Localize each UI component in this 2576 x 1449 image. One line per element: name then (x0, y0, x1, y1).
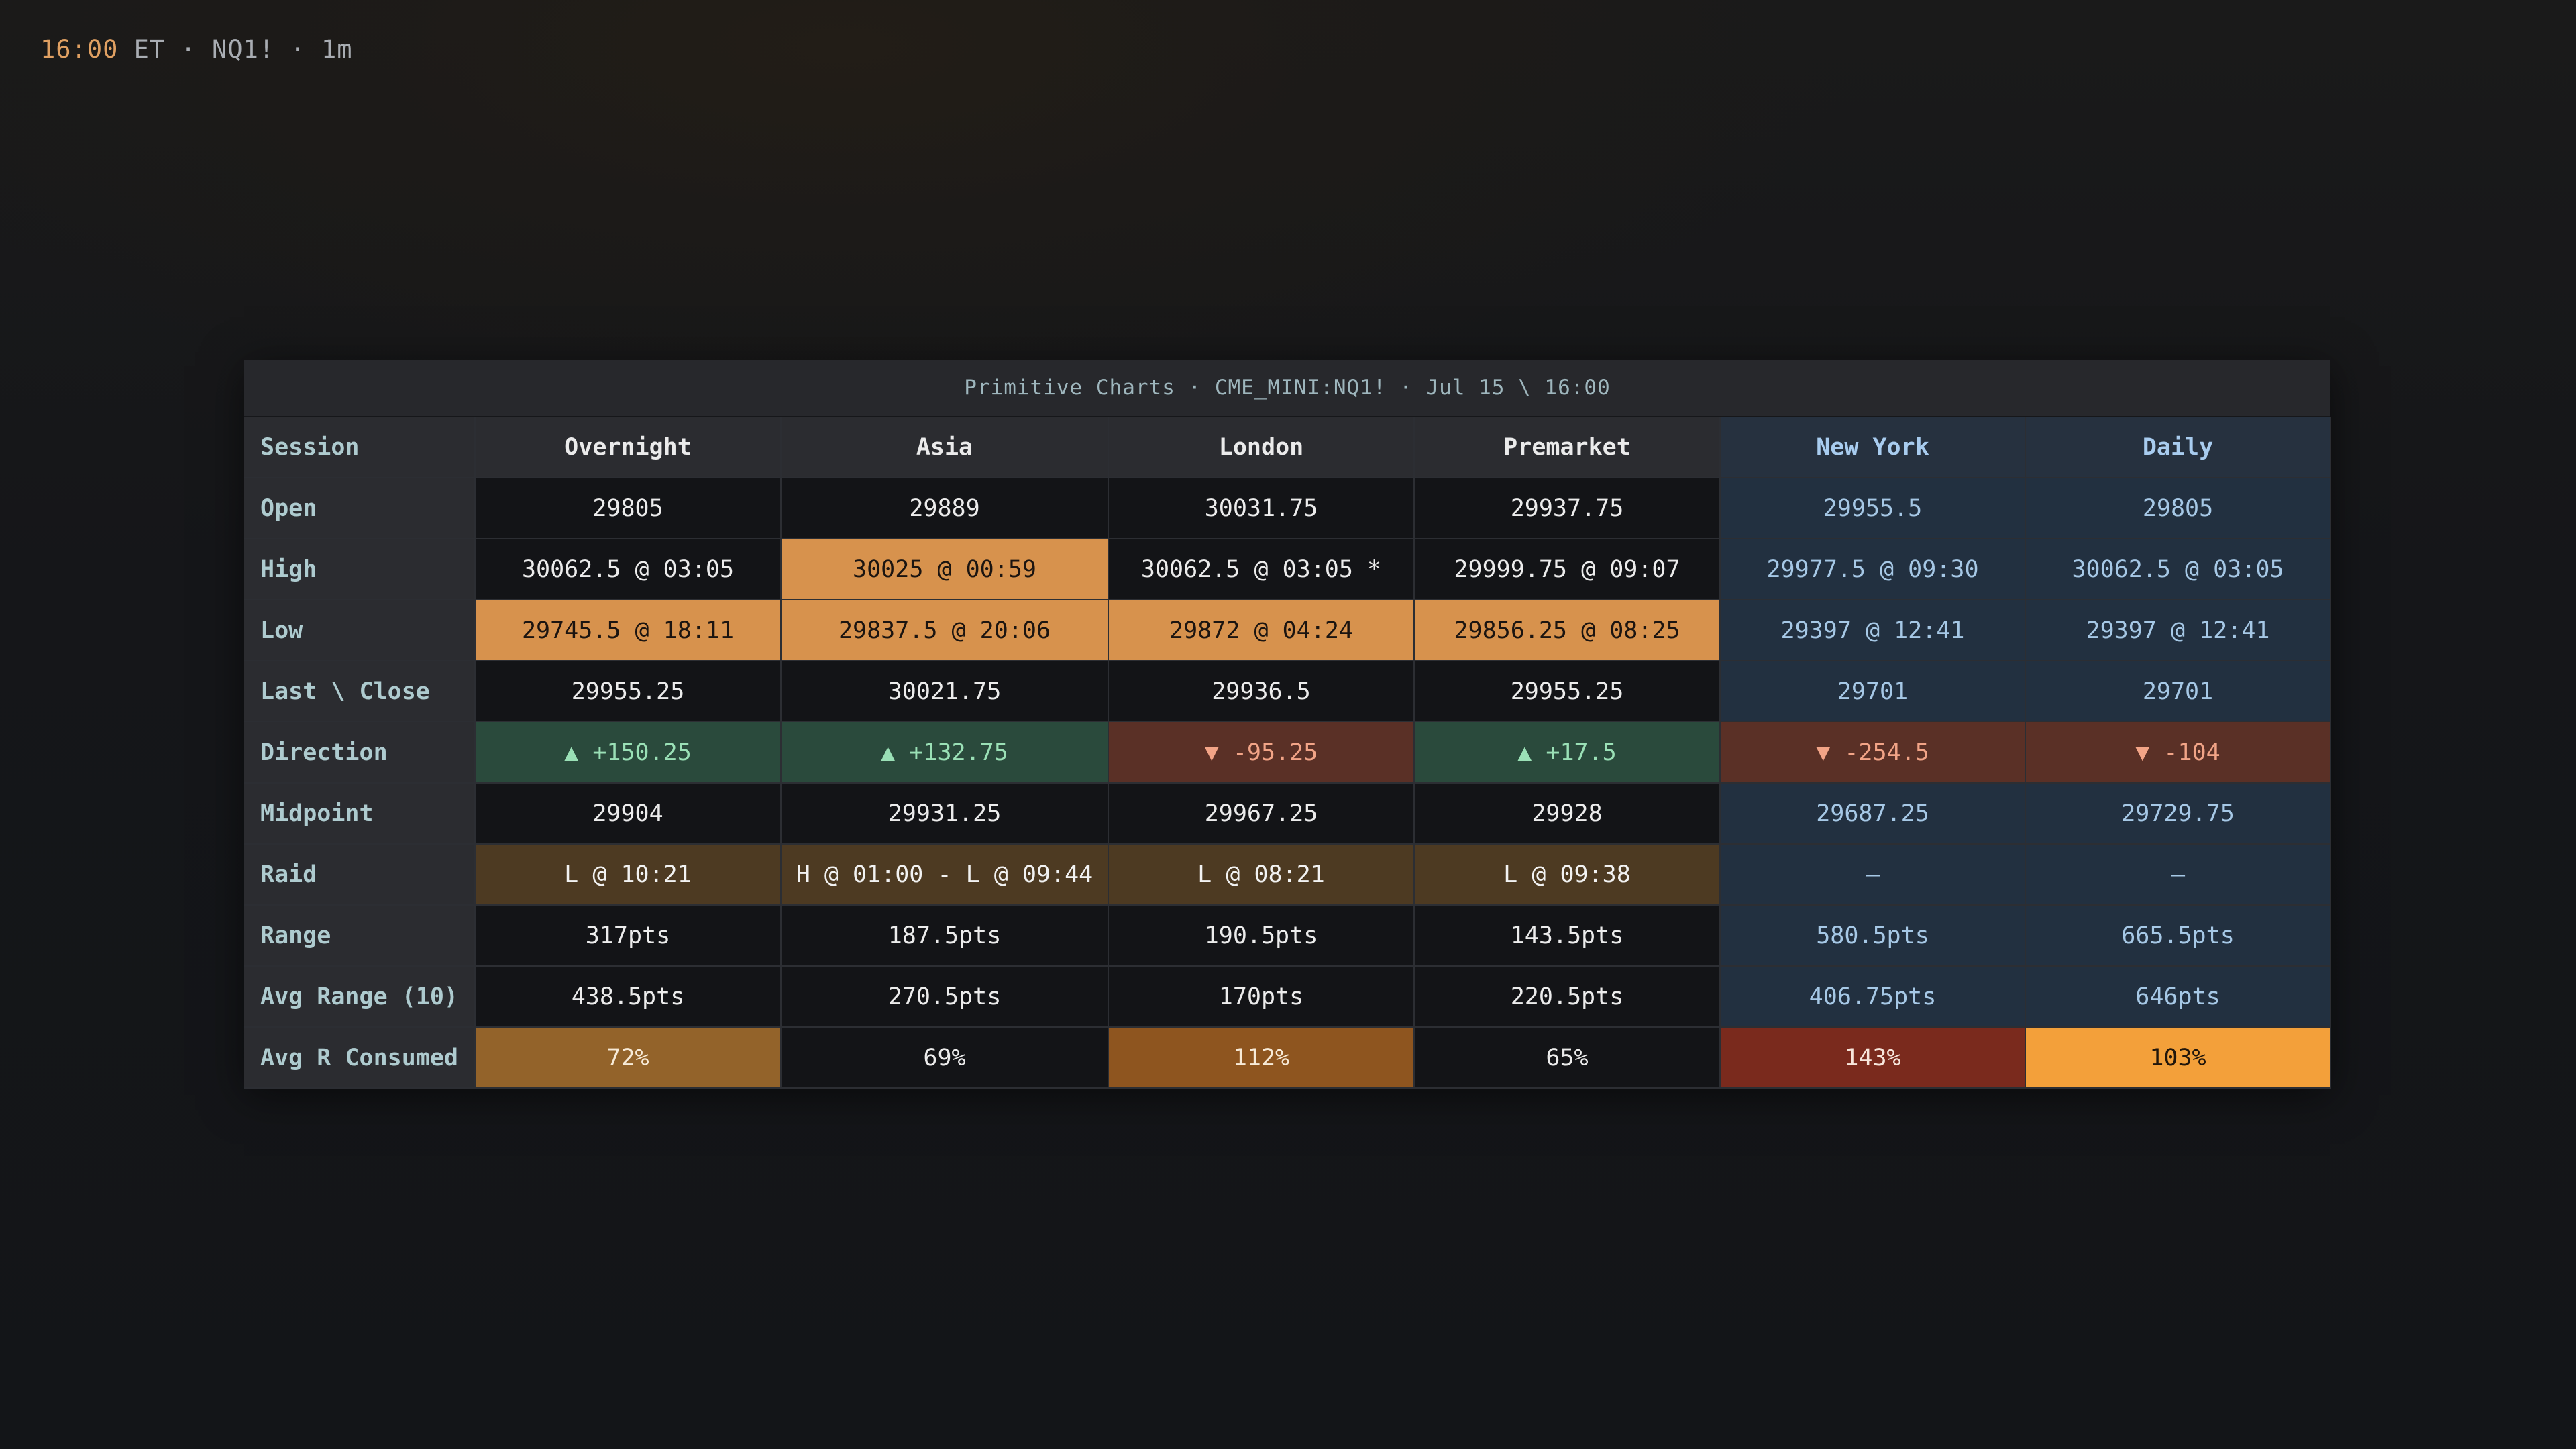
status-symbol-info: ET · NQ1! · 1m (118, 35, 353, 64)
row-label: Low (244, 600, 476, 661)
cell-raid-overnight: L @ 10:21 (475, 844, 782, 906)
cell-consumed-london: 112% (1108, 1027, 1415, 1089)
cell-last-close-new-york: 29701 (1720, 661, 2026, 722)
row-label: Avg R Consumed (244, 1027, 476, 1089)
row-avg-range: Avg Range (10) 438.5pts 270.5pts 170pts … (244, 966, 2331, 1028)
cell-raid-premarket: L @ 09:38 (1414, 844, 1721, 906)
cell-open-overnight: 29805 (475, 478, 782, 539)
cell-avg-range-asia: 270.5pts (781, 966, 1109, 1028)
cell-range-london: 190.5pts (1108, 905, 1415, 967)
row-midpoint: Midpoint 29904 29931.25 29967.25 29928 2… (244, 783, 2331, 845)
header-asia: Asia (781, 417, 1109, 478)
header-premarket: Premarket (1414, 417, 1721, 478)
cell-open-asia: 29889 (781, 478, 1109, 539)
cell-low-overnight: 29745.5 @ 18:11 (475, 600, 782, 661)
cell-last-close-overnight: 29955.25 (475, 661, 782, 722)
cell-consumed-overnight: 72% (475, 1027, 782, 1089)
session-stats-table: Session Overnight Asia London Premarket … (244, 417, 2331, 1089)
header-session: Session (244, 417, 476, 478)
row-raid: Raid L @ 10:21 H @ 01:00 - L @ 09:44 L @… (244, 844, 2331, 906)
row-label: Avg Range (10) (244, 966, 476, 1028)
cell-consumed-daily: 103% (2025, 1027, 2331, 1089)
cell-avg-range-new-york: 406.75pts (1720, 966, 2026, 1028)
row-label: Last \ Close (244, 661, 476, 722)
cell-avg-range-premarket: 220.5pts (1414, 966, 1721, 1028)
cell-raid-new-york: – (1720, 844, 2026, 906)
cell-high-asia: 30025 @ 00:59 (781, 539, 1109, 600)
cell-midpoint-asia: 29931.25 (781, 783, 1109, 845)
panel-title: Primitive Charts · CME_MINI:NQ1! · Jul 1… (244, 360, 2330, 417)
cell-last-close-premarket: 29955.25 (1414, 661, 1721, 722)
cell-open-london: 30031.75 (1108, 478, 1415, 539)
cell-range-asia: 187.5pts (781, 905, 1109, 967)
cell-consumed-asia: 69% (781, 1027, 1109, 1089)
cell-low-daily: 29397 @ 12:41 (2025, 600, 2331, 661)
cell-last-close-daily: 29701 (2025, 661, 2331, 722)
cell-raid-asia: H @ 01:00 - L @ 09:44 (781, 844, 1109, 906)
cell-high-london: 30062.5 @ 03:05 * (1108, 539, 1415, 600)
row-open: Open 29805 29889 30031.75 29937.75 29955… (244, 478, 2331, 539)
row-avg-r-consumed: Avg R Consumed 72% 69% 112% 65% 143% 103… (244, 1027, 2331, 1089)
cell-direction-daily: ▼ -104 (2025, 722, 2331, 784)
cell-direction-premarket: ▲ +17.5 (1414, 722, 1721, 784)
cell-direction-london: ▼ -95.25 (1108, 722, 1415, 784)
cell-midpoint-premarket: 29928 (1414, 783, 1721, 845)
header-new-york: New York (1720, 417, 2026, 478)
row-label: High (244, 539, 476, 600)
row-low: Low 29745.5 @ 18:11 29837.5 @ 20:06 2987… (244, 600, 2331, 661)
row-label: Open (244, 478, 476, 539)
cell-midpoint-new-york: 29687.25 (1720, 783, 2026, 845)
cell-raid-london: L @ 08:21 (1108, 844, 1415, 906)
row-label: Direction (244, 722, 476, 784)
cell-avg-range-overnight: 438.5pts (475, 966, 782, 1028)
cell-consumed-premarket: 65% (1414, 1027, 1721, 1089)
header-overnight: Overnight (475, 417, 782, 478)
cell-midpoint-overnight: 29904 (475, 783, 782, 845)
header-daily: Daily (2025, 417, 2331, 478)
header-row: Session Overnight Asia London Premarket … (244, 417, 2331, 478)
cell-high-premarket: 29999.75 @ 09:07 (1414, 539, 1721, 600)
row-label: Raid (244, 844, 476, 906)
row-range: Range 317pts 187.5pts 190.5pts 143.5pts … (244, 905, 2331, 967)
cell-direction-new-york: ▼ -254.5 (1720, 722, 2026, 784)
cell-midpoint-london: 29967.25 (1108, 783, 1415, 845)
cell-raid-daily: – (2025, 844, 2331, 906)
cell-midpoint-daily: 29729.75 (2025, 783, 2331, 845)
header-london: London (1108, 417, 1415, 478)
cell-range-daily: 665.5pts (2025, 905, 2331, 967)
cell-last-close-asia: 30021.75 (781, 661, 1109, 722)
cell-direction-overnight: ▲ +150.25 (475, 722, 782, 784)
cell-high-overnight: 30062.5 @ 03:05 (475, 539, 782, 600)
cell-range-overnight: 317pts (475, 905, 782, 967)
cell-open-daily: 29805 (2025, 478, 2331, 539)
cell-direction-asia: ▲ +132.75 (781, 722, 1109, 784)
cell-consumed-new-york: 143% (1720, 1027, 2026, 1089)
cell-high-daily: 30062.5 @ 03:05 (2025, 539, 2331, 600)
cell-low-london: 29872 @ 04:24 (1108, 600, 1415, 661)
status-bar: 16:00 ET · NQ1! · 1m (40, 35, 353, 64)
cell-last-close-london: 29936.5 (1108, 661, 1415, 722)
row-direction: Direction ▲ +150.25 ▲ +132.75 ▼ -95.25 ▲… (244, 722, 2331, 784)
status-time: 16:00 (40, 35, 119, 64)
cell-high-new-york: 29977.5 @ 09:30 (1720, 539, 2026, 600)
session-stats-panel: Primitive Charts · CME_MINI:NQ1! · Jul 1… (244, 360, 2331, 1089)
row-high: High 30062.5 @ 03:05 30025 @ 00:59 30062… (244, 539, 2331, 600)
row-label: Range (244, 905, 476, 967)
row-last-close: Last \ Close 29955.25 30021.75 29936.5 2… (244, 661, 2331, 722)
cell-low-premarket: 29856.25 @ 08:25 (1414, 600, 1721, 661)
cell-avg-range-daily: 646pts (2025, 966, 2331, 1028)
row-label: Midpoint (244, 783, 476, 845)
cell-open-premarket: 29937.75 (1414, 478, 1721, 539)
cell-avg-range-london: 170pts (1108, 966, 1415, 1028)
cell-range-premarket: 143.5pts (1414, 905, 1721, 967)
cell-range-new-york: 580.5pts (1720, 905, 2026, 967)
cell-low-new-york: 29397 @ 12:41 (1720, 600, 2026, 661)
cell-open-new-york: 29955.5 (1720, 478, 2026, 539)
cell-low-asia: 29837.5 @ 20:06 (781, 600, 1109, 661)
